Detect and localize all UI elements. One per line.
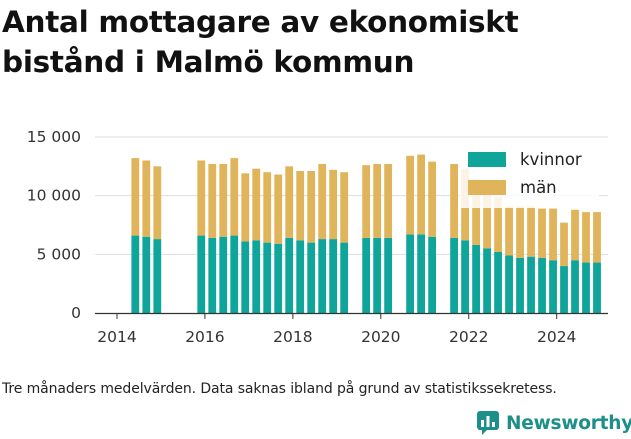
bar-mn — [296, 171, 305, 241]
bar-kvinnor — [582, 262, 590, 313]
bar-mn — [230, 158, 239, 236]
legend-swatch — [468, 152, 506, 167]
bar-kvinnor — [560, 266, 568, 313]
bar-mn — [285, 166, 294, 238]
bar-chart-logo-icon — [477, 411, 499, 435]
bar-mn — [340, 172, 349, 243]
chart: 2014 2016 2018 2020 2022 2024 0 5 000 10 000 15 … — [27, 128, 608, 346]
y-tick-label: 10 000 — [27, 187, 81, 205]
y-tick-label: 0 — [71, 304, 81, 322]
bar-kvinnor — [142, 236, 151, 313]
bar-kvinnor — [329, 239, 338, 313]
bar-kvinnor — [428, 236, 437, 313]
bar-mn — [406, 155, 415, 235]
bar-mn — [384, 163, 393, 238]
bar-kvinnor — [571, 260, 579, 313]
bar-mn — [252, 168, 261, 241]
bar-mn — [307, 171, 316, 243]
bar-kvinnor — [406, 234, 415, 313]
bar-kvinnor — [263, 242, 272, 313]
bar-kvinnor — [472, 244, 480, 313]
bar-kvinnor — [373, 237, 382, 313]
brand-logo: Newsworthy — [476, 409, 631, 437]
bar-mn — [142, 160, 151, 237]
bar-kvinnor — [197, 235, 206, 313]
bar-kvinnor — [274, 243, 283, 313]
bar-kvinnor — [296, 240, 305, 313]
legend-label: kvinnor — [520, 150, 582, 169]
y-axis: 0 5 000 10 000 15 000 — [27, 128, 81, 322]
bar-kvinnor — [461, 240, 469, 313]
x-tick-label: 2022 — [449, 328, 488, 346]
bar-mn — [472, 179, 480, 245]
legend-label: män — [520, 178, 557, 197]
brand-name: Newsworthy — [506, 412, 631, 434]
bar-kvinnor — [483, 248, 491, 313]
bar-mn — [571, 209, 579, 261]
bar-kvinnor — [505, 255, 513, 313]
bar-mn — [208, 163, 217, 238]
bar-mn — [483, 188, 491, 249]
bar-kvinnor — [252, 240, 261, 313]
bar-mn — [274, 174, 283, 244]
bar-kvinnor — [153, 239, 162, 313]
bar-kvinnor — [285, 237, 294, 313]
bar-mn — [538, 208, 546, 258]
bar-mn — [593, 212, 601, 263]
bar-mn — [549, 208, 557, 261]
footnote: Tre månaders medelvärden. Data saknas ib… — [2, 381, 557, 397]
bar-kvinnor — [340, 242, 349, 313]
x-tick-label: 2016 — [185, 328, 224, 346]
legend: kvinnor män — [459, 145, 599, 208]
bar-mn — [219, 163, 228, 237]
bar-kvinnor — [549, 260, 557, 313]
bar-kvinnor — [307, 242, 316, 313]
x-tick-label: 2024 — [537, 328, 576, 346]
bar-mn — [527, 206, 535, 257]
x-tick-label: 2014 — [97, 328, 136, 346]
bar-kvinnor — [494, 251, 502, 313]
x-tick-label: 2020 — [361, 328, 400, 346]
bar-kvinnor — [417, 234, 426, 313]
bar-mn — [582, 212, 590, 263]
bar-mn — [362, 165, 371, 238]
bar-mn — [505, 206, 513, 256]
bar-mn — [241, 173, 250, 242]
bar-kvinnor — [131, 235, 140, 313]
bar-kvinnor — [538, 257, 546, 313]
bar-mn — [450, 163, 458, 238]
bar-mn — [494, 196, 502, 252]
bar-mn — [417, 154, 426, 235]
bar-mn — [263, 172, 272, 243]
bar-kvinnor — [362, 237, 371, 313]
x-tick-label: 2018 — [273, 328, 312, 346]
bar-mn — [560, 222, 568, 267]
bar-kvinnor — [384, 237, 393, 313]
x-axis: 2014 2016 2018 2020 2022 2024 — [95, 312, 608, 346]
bar-kvinnor — [318, 239, 327, 313]
bar-mn — [197, 160, 206, 236]
bar-mn — [516, 206, 524, 258]
bar-mn — [329, 169, 338, 240]
bar-kvinnor — [450, 237, 458, 313]
bar-kvinnor — [208, 237, 217, 313]
bars — [131, 154, 601, 313]
bar-mn — [428, 161, 437, 237]
bar-kvinnor — [219, 236, 228, 313]
bar-mn — [373, 163, 382, 238]
bar-kvinnor — [241, 241, 250, 313]
y-tick-label: 5 000 — [37, 245, 81, 263]
bar-mn — [131, 158, 140, 236]
bar-kvinnor — [527, 256, 535, 313]
bar-kvinnor — [516, 257, 524, 313]
legend-swatch — [468, 180, 506, 195]
bar-kvinnor — [230, 235, 239, 313]
bar-mn — [153, 166, 162, 240]
bar-mn — [318, 163, 327, 240]
y-tick-label: 15 000 — [27, 128, 81, 146]
bar-kvinnor — [593, 262, 601, 313]
chart-title: Antal mottagare av ekonomiskt bistånd i … — [2, 5, 519, 79]
